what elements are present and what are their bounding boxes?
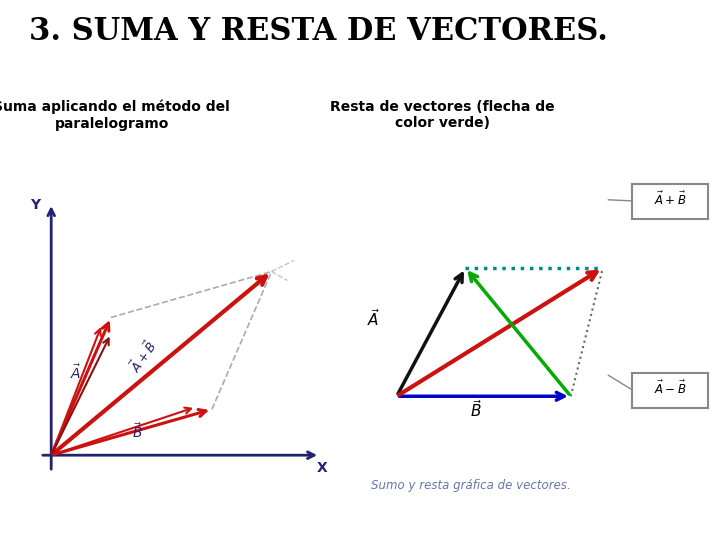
Text: $\vec{A}+\vec{B}$: $\vec{A}+\vec{B}$ — [127, 338, 161, 375]
Text: 3. SUMA Y RESTA DE VECTORES.: 3. SUMA Y RESTA DE VECTORES. — [29, 16, 608, 47]
Text: X: X — [318, 461, 328, 475]
Text: $\vec{A}$: $\vec{A}$ — [367, 308, 380, 329]
Text: $\vec{B}$: $\vec{B}$ — [132, 422, 143, 441]
Text: Resta de vectores (flecha de
color verde): Resta de vectores (flecha de color verde… — [330, 100, 555, 130]
Text: $\vec{A}+\vec{B}$: $\vec{A}+\vec{B}$ — [654, 191, 686, 208]
Text: $\vec{A}-\vec{B}$: $\vec{A}-\vec{B}$ — [654, 380, 686, 397]
Text: $\vec{A}$: $\vec{A}$ — [71, 364, 81, 382]
Text: Suma aplicando el método del
paralelogramo: Suma aplicando el método del paralelogra… — [0, 100, 230, 131]
Text: Y: Y — [30, 198, 40, 212]
Text: $\vec{B}$: $\vec{B}$ — [469, 399, 482, 420]
Text: Sumo y resta gráfica de vectores.: Sumo y resta gráfica de vectores. — [371, 478, 570, 492]
